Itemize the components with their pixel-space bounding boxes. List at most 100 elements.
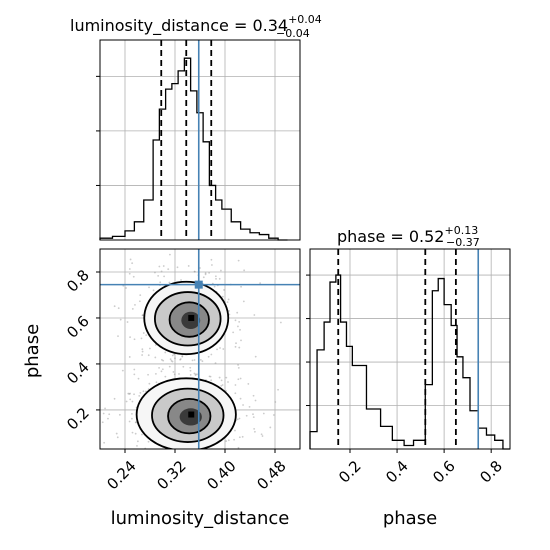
sample-point-mode-0 (124, 242, 126, 244)
sample-point-mode-0 (193, 270, 196, 273)
sample-point-mode-0 (133, 338, 136, 341)
sample-point-mode-1 (225, 376, 228, 379)
sample-point-mode-0 (254, 355, 257, 358)
sample-point-mode-1 (138, 394, 141, 397)
sample-point-mode-0 (220, 269, 222, 272)
sample-point-mode-0 (169, 358, 172, 361)
density-peak-mode-1 (188, 411, 195, 418)
sample-point-mode-1 (101, 421, 104, 424)
sample-point-mode-0 (168, 281, 171, 284)
sample-point-mode-1 (141, 354, 144, 356)
sample-point-mode-0 (213, 285, 216, 288)
sample-point-mode-0 (232, 331, 235, 334)
sample-point-mode-0 (219, 347, 221, 349)
sample-point-mode-0 (169, 253, 171, 256)
sample-point-mode-0 (158, 265, 161, 268)
sample-point-mode-1 (131, 431, 134, 434)
sample-point-mode-0 (162, 265, 165, 267)
sample-point-mode-0 (119, 318, 122, 321)
sample-point-mode-1 (136, 440, 139, 443)
sample-point-mode-1 (227, 439, 230, 442)
sample-point-mode-0 (157, 274, 160, 277)
phase-xtick-label: 0.8 (476, 457, 506, 487)
phase-histogram-layer (306, 249, 510, 450)
luminosity-distance-histogram-panel (96, 39, 301, 241)
sample-point-mode-1 (208, 375, 211, 378)
sample-point-mode-0 (139, 294, 142, 297)
sample-point-mode-0 (179, 358, 182, 361)
sample-point-mode-0 (238, 320, 241, 323)
sample-point-mode-1 (247, 383, 250, 385)
sample-point-mode-0 (193, 359, 196, 361)
sample-point-mode-1 (210, 457, 212, 459)
phase-ytick-label: 0.6 (63, 312, 93, 342)
luminosity-distance-title-plus: +0.04 (288, 13, 322, 26)
sample-point-mode-0 (145, 334, 148, 337)
sample-point-mode-0 (154, 344, 157, 346)
sample-point-mode-0 (104, 407, 106, 410)
truth-marker (194, 280, 203, 289)
sample-point-mode-1 (108, 413, 111, 416)
sample-point-mode-0 (164, 351, 167, 354)
sample-point-mode-0 (141, 350, 144, 353)
sample-point-mode-1 (234, 384, 237, 386)
phase-title-minus: −0.37 (446, 236, 480, 249)
sample-point-mode-0 (117, 335, 119, 338)
density-peak-mode-0 (188, 314, 195, 321)
sample-point-mode-1 (148, 382, 151, 385)
sample-point-mode-1 (194, 374, 197, 377)
luminosity-distance-title-minus: −0.04 (276, 27, 310, 40)
sample-point-mode-1 (207, 471, 209, 473)
sample-point-mode-1 (221, 384, 224, 386)
sample-point-mode-1 (210, 379, 213, 382)
sample-point-mode-0 (176, 266, 179, 269)
sample-point-mode-1 (252, 416, 255, 419)
sample-point-mode-0 (172, 371, 175, 373)
sample-point-mode-0 (141, 348, 144, 351)
phase-xtick-label: 0.4 (382, 457, 412, 487)
sample-point-mode-0 (170, 232, 172, 234)
sample-point-mode-1 (134, 432, 137, 435)
phase-vs-luminosity-distance-layer (100, 232, 300, 473)
sample-point-mode-1 (252, 394, 255, 397)
sample-point-mode-1 (254, 399, 257, 402)
sample-point-mode-1 (116, 436, 119, 439)
sample-point-mode-1 (128, 420, 131, 423)
sample-point-mode-0 (239, 377, 242, 380)
sample-point-mode-1 (277, 388, 279, 391)
sample-point-mode-1 (115, 432, 118, 435)
sample-point-mode-0 (128, 272, 131, 275)
sample-point-mode-0 (189, 369, 192, 372)
sample-point-mode-1 (133, 393, 135, 396)
sample-point-mode-0 (141, 314, 144, 317)
y-axis-label-phase: phase (22, 324, 43, 378)
sample-point-mode-1 (133, 373, 136, 376)
sample-point-mode-0 (237, 259, 240, 262)
luminosity-distance-histogram-frame (99, 39, 301, 241)
sample-point-mode-1 (188, 467, 190, 469)
phase-vs-luminosity-distance-panel (99, 232, 301, 473)
sample-point-mode-0 (208, 271, 211, 274)
sample-point-mode-1 (248, 405, 251, 408)
sample-point-mode-1 (161, 368, 164, 371)
sample-point-mode-0 (125, 287, 127, 289)
sample-point-mode-1 (173, 373, 176, 376)
phase-ytick-label: 0.2 (63, 404, 93, 434)
sample-point-mode-0 (223, 289, 225, 291)
sample-point-mode-0 (236, 311, 239, 314)
phase-title-plus: +0.13 (444, 224, 478, 237)
sample-point-mode-0 (126, 321, 129, 323)
sample-point-mode-1 (274, 401, 277, 403)
sample-point-mode-0 (207, 355, 210, 358)
luminosity-distance-histogram-step (99, 57, 288, 241)
sample-point-mode-1 (272, 414, 275, 416)
sample-point-mode-0 (240, 339, 242, 342)
sample-point-mode-1 (208, 454, 210, 456)
sample-point-mode-1 (252, 413, 254, 416)
luminosity-distance-xtick-label: 0.32 (153, 457, 189, 493)
sample-point-mode-0 (173, 353, 176, 356)
sample-point-mode-1 (154, 356, 157, 359)
sample-point-mode-0 (181, 355, 184, 358)
luminosity-distance-title-main: luminosity_distance = 0.34 (70, 16, 288, 36)
phase-title: phase = 0.52+0.13 (337, 224, 478, 246)
